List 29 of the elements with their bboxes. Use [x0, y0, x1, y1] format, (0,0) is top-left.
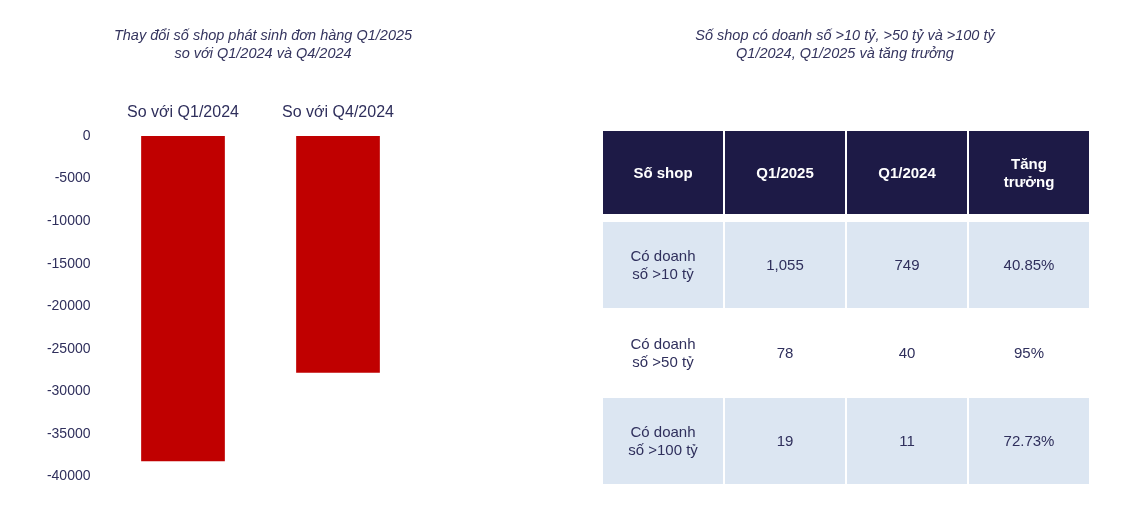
- data-label: 1,055: [725, 222, 845, 308]
- y-tick-label: -30000: [46, 382, 91, 399]
- y-tick-label: -10000: [46, 212, 91, 229]
- y-tick-label: 0: [82, 126, 91, 143]
- data-label: 40: [847, 310, 967, 396]
- y-tick-label: -25000: [46, 339, 91, 356]
- header-cell: Q1/2025: [725, 131, 845, 214]
- x-tick-label: So với Q4/2024: [282, 102, 395, 120]
- category-label: Có doanh số >50 tỷ: [603, 310, 723, 396]
- text: Số shop có doanh số >10 tỷ, >50 tỷ và >100 tỷ Q1/2024, Q1/2025 và tăng trưởng: [694, 26, 997, 62]
- header-cell: Tăng trưởng: [969, 131, 1089, 214]
- x-tick-label: So với Q1/2024: [127, 102, 240, 120]
- header-cell: Q1/2024: [847, 131, 967, 214]
- category-label: Có doanh số >10 tỷ: [603, 222, 723, 308]
- y-tick-label: -40000: [46, 467, 91, 484]
- category-label: Có doanh số >100 tỷ: [603, 398, 723, 484]
- header-cell: Số shop: [603, 131, 723, 214]
- y-tick-label: -35000: [46, 424, 91, 441]
- data-label: 78: [725, 310, 845, 396]
- data-label: 40.85%: [969, 222, 1089, 308]
- y-tick-label: -20000: [46, 297, 91, 314]
- data-label: 11: [847, 398, 967, 484]
- y-tick-label: -5000: [54, 169, 91, 186]
- data-label: 72.73%: [969, 398, 1089, 484]
- chart-title: Thay đổi số shop phát sinh đơn hàng Q1/2025 so với Q1/2024 và Q4/2024: [112, 26, 414, 62]
- data-label: 749: [847, 222, 967, 308]
- data-label: 19: [725, 398, 845, 484]
- y-tick-label: -15000: [46, 254, 91, 271]
- data-label: 95%: [969, 310, 1089, 396]
